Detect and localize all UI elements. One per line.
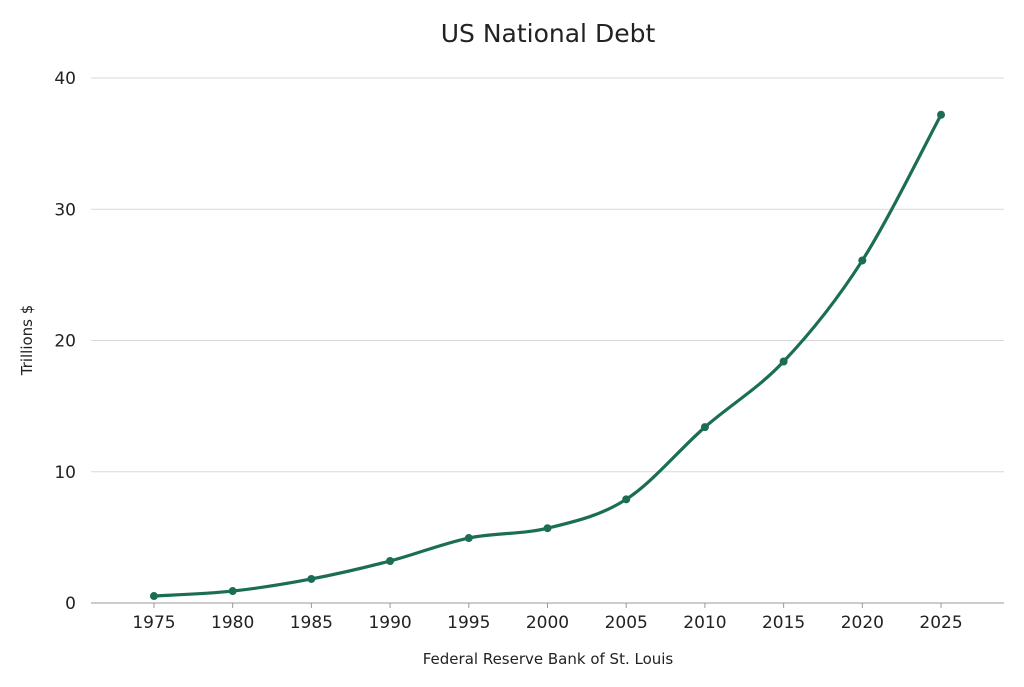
- data-point: [228, 587, 237, 596]
- x-tick-label: 1975: [132, 613, 175, 633]
- series-line: [152, 113, 943, 598]
- data-point: [779, 357, 788, 366]
- x-tick-label: 1995: [447, 613, 490, 633]
- data-point: [386, 557, 395, 565]
- chart-title: US National Debt: [441, 19, 656, 48]
- data-point: [543, 524, 552, 533]
- data-point: [858, 256, 867, 265]
- data-point: [464, 534, 473, 543]
- data-point: [622, 495, 631, 504]
- data-point: [149, 592, 158, 601]
- y-tick-label: 20: [54, 332, 76, 352]
- x-tick-label: 2020: [841, 613, 884, 633]
- y-tick-label: 40: [54, 69, 76, 89]
- x-tick-label: 1990: [368, 613, 411, 633]
- x-tick-label: 1980: [211, 613, 254, 633]
- y-axis-label: Trillions $: [18, 305, 36, 377]
- data-point: [937, 110, 946, 119]
- x-tick-label: 2025: [919, 613, 962, 633]
- y-tick-label: 30: [54, 200, 76, 220]
- data-point: [700, 423, 709, 432]
- x-tick-label: 1985: [290, 613, 333, 633]
- y-tick-label: 10: [54, 463, 76, 483]
- x-tick-label: 2005: [605, 613, 648, 633]
- x-axis-label: Federal Reserve Bank of St. Louis: [423, 650, 674, 668]
- x-tick-label: 2000: [526, 613, 569, 633]
- x-tick-label: 2015: [762, 613, 805, 633]
- y-tick-label: 0: [65, 594, 76, 614]
- x-tick-label: 2010: [683, 613, 726, 633]
- data-point: [307, 574, 316, 583]
